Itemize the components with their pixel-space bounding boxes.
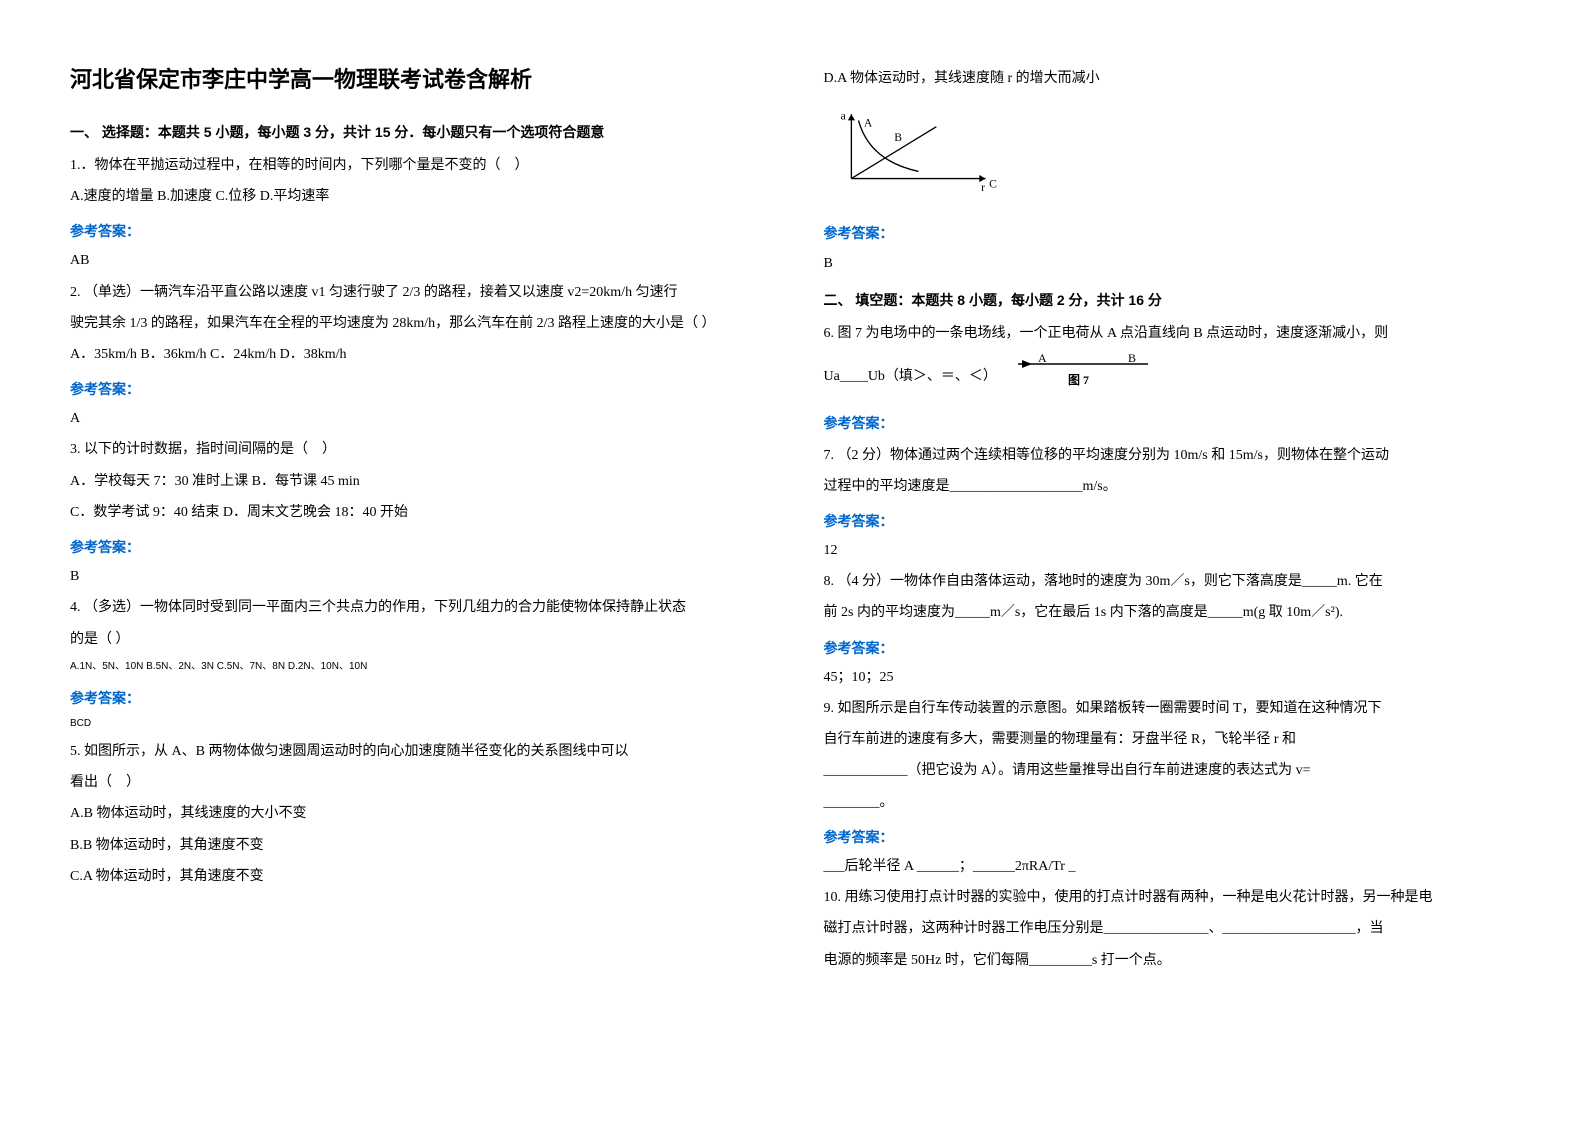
answer-label-2: 参考答案： [70,377,764,402]
answer-label-9: 参考答案： [824,825,1518,850]
curve-label-A: A [863,117,872,130]
left-column: 河北省保定市李庄中学高一物理联考试卷含解析 一、 选择题：本题共 5 小题，每小… [40,60,794,1062]
q3-answer: B [70,564,764,589]
q7-stem-1: 7. （2 分）物体通过两个连续相等位移的平均速度分别为 10m/s 和 15m… [824,443,1518,468]
q10-stem-2: 磁打点计时器，这两种计时器工作电压分别是_______________、____… [824,916,1518,941]
curve-label-B: B [894,131,902,144]
q5-answer: B [824,251,1518,276]
answer-label-7: 参考答案： [824,509,1518,534]
q5-c: C.A 物体运动时，其角速度不变 [70,864,764,889]
answer-label-3: 参考答案： [70,535,764,560]
fig7-caption: 图 7 [1068,373,1089,387]
axis-label-a: a [840,110,845,123]
section1-header: 一、 选择题：本题共 5 小题，每小题 3 分，共计 15 分．每小题只有一个选… [70,120,764,145]
q8-stem-2: 前 2s 内的平均速度为_____m／s，它在最后 1s 内下落的高度是____… [824,600,1518,625]
axis-label-r: r [981,181,985,192]
q5-b: B.B 物体运动时，其角速度不变 [70,833,764,858]
q3-option-ab: A．学校每天 7：30 准时上课 B．每节课 45 min [70,469,764,494]
q9-stem-4: ________。 [824,790,1518,815]
q2-stem-2: 驶完其余 1/3 的路程，如果汽车在全程的平均速度为 28km/h，那么汽车在前… [70,311,764,336]
fig7-B: B [1128,352,1136,365]
q5-stem-2: 看出（ ） [70,770,764,795]
answer-label-1: 参考答案： [70,219,764,244]
q2-answer: A [70,406,764,431]
q5-diagram: a r A B C [824,107,1004,192]
fig7-A: A [1038,352,1047,365]
q10-stem-3: 电源的频率是 50Hz 时，它们每隔_________s 打一个点。 [824,948,1518,973]
answer-label-4: 参考答案： [70,686,764,711]
q6-stem-1: 6. 图 7 为电场中的一条电场线，一个正电荷从 A 点沿直线向 B 点运动时，… [824,321,1518,346]
q1-stem: 1.．物体在平抛运动过程中，在相等的时间内，下列哪个量是不变的（ ） [70,153,764,178]
q5-stem-1: 5. 如图所示，从 A、B 两物体做匀速圆周运动时的向心加速度随半径变化的关系图… [70,739,764,764]
q10-stem-1: 10. 用练习使用打点计时器的实验中，使用的打点计时器有两种，一种是电火花计时器… [824,885,1518,910]
q2-stem-1: 2. （单选）一辆汽车沿平直公路以速度 v1 匀速行驶了 2/3 的路程，接着又… [70,280,764,305]
q7-stem-2: 过程中的平均速度是___________________m/s。 [824,474,1518,499]
q6-row: Ua____Ub（填＞、＝、＜） A B 图 7 [824,352,1518,401]
q1-options: A.速度的增量 B.加速度 C.位移 D.平均速率 [70,184,764,209]
q9-stem-3: ____________（把它设为 A）。请用这些量推导出自行车前进速度的表达式… [824,758,1518,783]
answer-label-8: 参考答案： [824,636,1518,661]
q4-options: A.1N、5N、10N B.5N、2N、3N C.5N、7N、8N D.2N、1… [70,658,764,676]
q2-options: A．35km/h B．36km/h C．24km/h D．38km/h [70,342,764,367]
q5-d: D.A 物体运动时，其线速度随 r 的增大而减小 [824,66,1518,91]
q4-answer: BCD [70,715,764,733]
answer-label-6: 参考答案： [824,411,1518,436]
q5-a: A.B 物体运动时，其线速度的大小不变 [70,801,764,826]
q6-stem-2: Ua____Ub（填＞、＝、＜） [824,369,997,384]
q7-answer: 12 [824,538,1518,563]
q8-answer: 45；10；25 [824,665,1518,690]
q9-stem-1: 9. 如图所示是自行车传动装置的示意图。如果踏板转一圈需要时间 T，要知道在这种… [824,696,1518,721]
section2-header: 二、 填空题：本题共 8 小题，每小题 2 分，共计 16 分 [824,288,1518,313]
q3-stem: 3. 以下的计时数据，指时间间隔的是（ ） [70,437,764,462]
page-title: 河北省保定市李庄中学高一物理联考试卷含解析 [70,60,764,100]
right-column: D.A 物体运动时，其线速度随 r 的增大而减小 a r A B C 参考答案：… [794,60,1548,1062]
curve-label-C: C [989,178,997,191]
q9-stem-2: 自行车前进的速度有多大，需要测量的物理量有：牙盘半径 R，飞轮半径 r 和 [824,727,1518,752]
q3-option-cd: C．数学考试 9：40 结束 D．周末文艺晚会 18：40 开始 [70,500,764,525]
q4-stem-1: 4. （多选）一物体同时受到同一平面内三个共点力的作用，下列几组力的合力能使物体… [70,595,764,620]
q4-stem-2: 的是（ ） [70,627,764,652]
q6-figure: A B 图 7 [1008,352,1158,401]
q1-answer: AB [70,248,764,273]
q8-stem-1: 8. （4 分）一物体作自由落体运动，落地时的速度为 30m／s，则它下落高度是… [824,569,1518,594]
answer-label-5: 参考答案： [824,221,1518,246]
q9-answer: ___后轮半径 A ______；______2πRA/Tr _ [824,854,1518,879]
